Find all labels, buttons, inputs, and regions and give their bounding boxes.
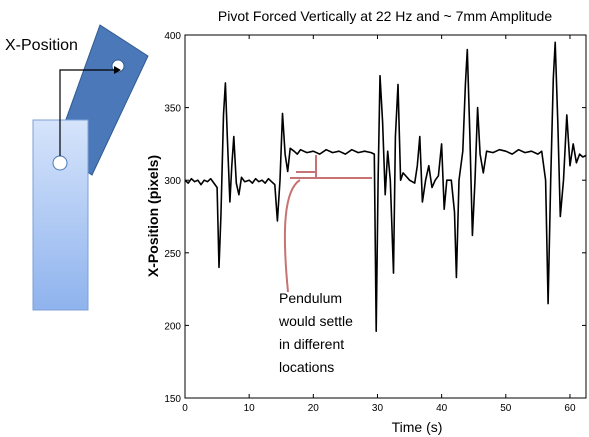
x-tick-label: 50 — [500, 403, 512, 414]
pivot — [52, 155, 68, 171]
annotation-curve — [283, 179, 301, 293]
x-tick-label: 40 — [436, 403, 448, 414]
annotation-lines — [283, 155, 372, 293]
annotation-line-text: Pendulum — [279, 290, 342, 306]
diagram-label: X-Position — [5, 37, 78, 54]
x-tick-label: 20 — [308, 403, 320, 414]
annotation-line-text: locations — [279, 359, 334, 375]
y-tick-label: 400 — [164, 31, 181, 42]
x-axis-label: Time (s) — [392, 419, 443, 435]
arrowhead — [114, 66, 121, 74]
annotation-line-text: would settle — [278, 313, 353, 329]
pendulum-diagram: X-Position — [5, 24, 149, 311]
chart-title: Pivot Forced Vertically at 22 Hz and ~ 7… — [218, 8, 552, 24]
y-tick-label: 150 — [164, 394, 181, 405]
y-tick-label: 300 — [164, 176, 181, 187]
annotation-bracket — [296, 155, 317, 178]
annotation-line-text: in different — [279, 336, 344, 352]
x-tick-label: 0 — [182, 403, 188, 414]
plot-frame — [184, 34, 587, 399]
y-tick-label: 350 — [164, 104, 181, 115]
y-axis-label: X-Position (pixels) — [145, 155, 161, 277]
annotation: Pendulum would settle in different location… — [278, 290, 353, 375]
signal-line — [184, 41, 587, 332]
plot: 0 10 20 30 40 50 60 150 200 250 300 350 400 — [164, 31, 587, 414]
arrow — [59, 69, 114, 156]
x-tick-label: 60 — [564, 403, 576, 414]
x-tick-label: 30 — [372, 403, 384, 414]
y-tick-label: 250 — [164, 249, 181, 260]
x-tick-label: 10 — [244, 403, 256, 414]
y-tick-label: 200 — [164, 321, 181, 332]
